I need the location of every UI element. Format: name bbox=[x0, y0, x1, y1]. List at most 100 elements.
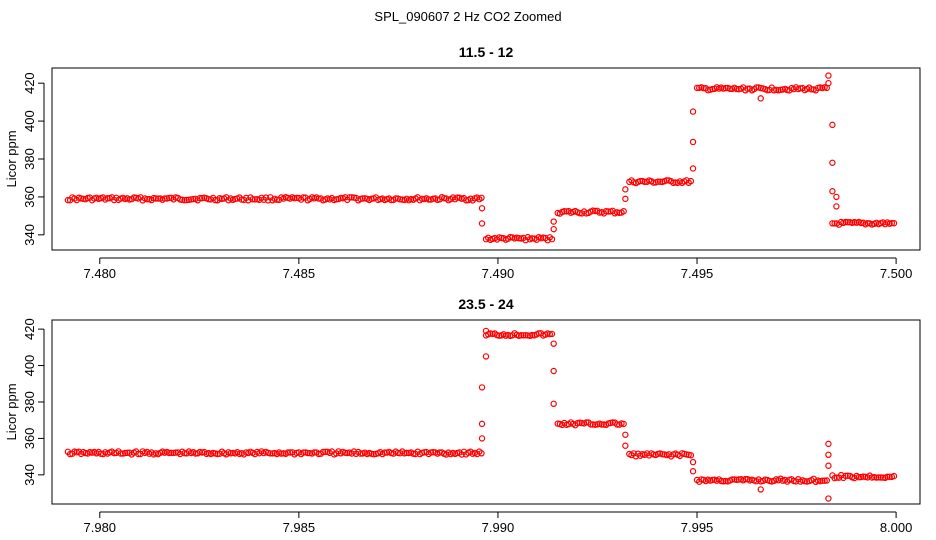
data-point bbox=[659, 451, 666, 458]
x-tick-label: 7.985 bbox=[283, 520, 316, 535]
data-point bbox=[183, 196, 190, 204]
data-point bbox=[886, 473, 893, 480]
y-tick-label: 400 bbox=[22, 355, 37, 377]
data-point bbox=[890, 472, 898, 480]
data-point bbox=[875, 474, 882, 481]
data-point bbox=[622, 431, 629, 438]
data-point bbox=[546, 330, 554, 338]
data-point bbox=[520, 332, 527, 339]
data-point bbox=[300, 449, 307, 456]
data-point bbox=[823, 477, 831, 484]
y-tick-label: 340 bbox=[22, 224, 37, 246]
data-point bbox=[357, 450, 364, 457]
data-point bbox=[844, 218, 852, 226]
data-point bbox=[622, 186, 629, 193]
data-point bbox=[522, 332, 529, 339]
data-point bbox=[825, 79, 832, 87]
plot-frame bbox=[51, 67, 921, 251]
x-tick-label: 7.480 bbox=[84, 266, 117, 281]
data-point bbox=[550, 400, 557, 408]
data-point bbox=[829, 220, 836, 227]
data-point bbox=[478, 384, 486, 391]
data-point bbox=[550, 340, 557, 347]
figure-title: SPL_090607 2 Hz CO2 Zoomed bbox=[374, 9, 562, 24]
data-point bbox=[518, 332, 525, 339]
data-point bbox=[757, 486, 764, 493]
chart-panel-2: 23.5 - 24 Licor ppm 7.980 7.985 7.990 7.995 8.… bbox=[4, 296, 921, 535]
data-point bbox=[687, 452, 695, 459]
data-point bbox=[825, 451, 832, 459]
data-point bbox=[753, 84, 760, 91]
data-point bbox=[143, 195, 151, 203]
data-point bbox=[478, 205, 486, 212]
y-tick-label: 360 bbox=[22, 428, 37, 450]
data-point bbox=[550, 225, 557, 233]
data-point bbox=[319, 448, 327, 456]
data-point bbox=[888, 219, 896, 227]
data-point bbox=[267, 450, 274, 457]
data-point bbox=[482, 327, 490, 335]
data-point bbox=[152, 195, 160, 202]
data-point bbox=[620, 207, 627, 215]
data-point bbox=[689, 458, 697, 466]
data-point bbox=[196, 194, 204, 202]
panel-title: 23.5 - 24 bbox=[458, 296, 513, 312]
chart-panel-1: 11.5 - 12 Licor ppm 7.480 7.485 7.490 7.495 7.… bbox=[4, 44, 921, 281]
data-point bbox=[478, 435, 486, 442]
data-point bbox=[478, 420, 486, 428]
data-point bbox=[589, 421, 597, 428]
x-tick-label: 7.490 bbox=[482, 266, 515, 281]
x-tick-label: 7.995 bbox=[681, 520, 714, 535]
data-point bbox=[478, 194, 485, 201]
data-point bbox=[833, 203, 840, 210]
data-point bbox=[622, 195, 629, 203]
x-tick-label: 7.990 bbox=[482, 520, 515, 535]
y-tick-label: 340 bbox=[22, 464, 37, 486]
data-point bbox=[709, 476, 716, 484]
data-point bbox=[687, 177, 695, 185]
data-point bbox=[689, 165, 697, 172]
data-point bbox=[650, 179, 657, 186]
data-point bbox=[825, 495, 832, 502]
y-tick-label: 420 bbox=[22, 318, 37, 340]
data-point bbox=[833, 193, 840, 201]
data-point bbox=[548, 330, 556, 338]
data-point bbox=[117, 450, 124, 457]
y-tick-label: 380 bbox=[22, 391, 37, 413]
x-tick-label: 7.495 bbox=[681, 266, 714, 281]
data-point bbox=[825, 462, 832, 469]
data-point bbox=[249, 196, 256, 203]
data-point bbox=[729, 476, 736, 483]
data-point bbox=[64, 196, 72, 204]
data-point bbox=[620, 420, 627, 428]
data-point bbox=[842, 218, 849, 226]
data-point bbox=[829, 159, 836, 166]
data-point bbox=[284, 449, 292, 456]
data-point bbox=[561, 207, 568, 215]
data-point bbox=[884, 473, 891, 480]
data-point bbox=[860, 473, 867, 480]
data-point bbox=[722, 84, 729, 92]
data-point bbox=[300, 194, 307, 201]
data-point bbox=[165, 449, 173, 457]
data-point bbox=[425, 196, 432, 203]
data-point bbox=[733, 85, 740, 93]
data-point bbox=[693, 84, 701, 92]
data-point bbox=[121, 449, 129, 457]
data-point bbox=[829, 188, 836, 195]
data-point bbox=[482, 353, 490, 360]
data-point bbox=[663, 177, 670, 184]
data-point bbox=[181, 196, 188, 204]
data-point bbox=[168, 449, 175, 456]
data-point bbox=[879, 474, 887, 481]
data-point bbox=[550, 367, 557, 375]
x-tick-label: 7.500 bbox=[880, 266, 913, 281]
data-point bbox=[689, 138, 697, 146]
y-tick-label: 400 bbox=[22, 110, 37, 132]
data-point bbox=[654, 178, 662, 185]
data-point bbox=[637, 177, 644, 185]
x-tick-label: 8.000 bbox=[880, 520, 913, 535]
y-tick-label: 380 bbox=[22, 148, 37, 170]
data-point bbox=[656, 178, 664, 185]
